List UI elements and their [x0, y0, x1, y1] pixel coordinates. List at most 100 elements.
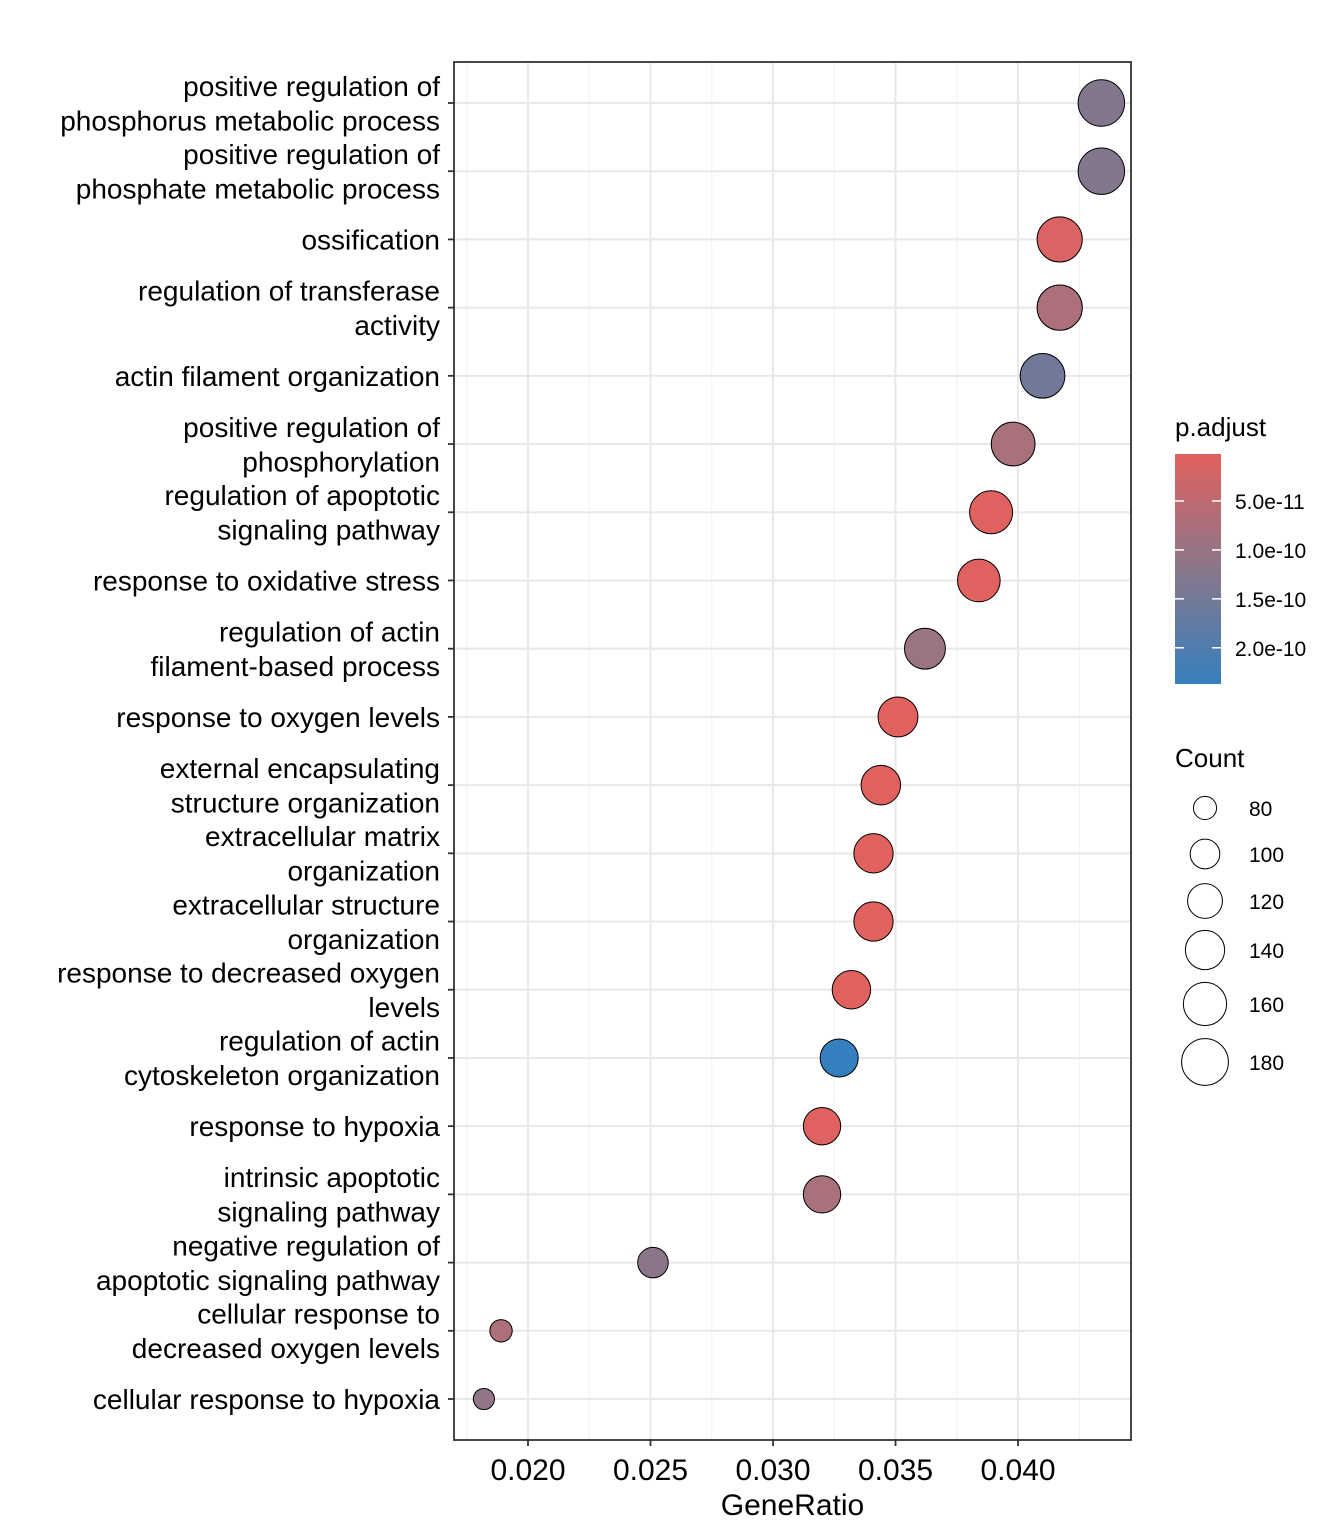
y-tick-label: response to decreased oxygen levels: [57, 957, 440, 1023]
y-tick-label: regulation of actin filament-based proces…: [151, 616, 440, 682]
y-tick-label-line: regulation of actin: [219, 616, 440, 647]
y-tick-label-line: response to oxygen levels: [116, 702, 440, 733]
y-tick-label-line: actin filament organization: [115, 361, 440, 392]
data-points: [472, 79, 1126, 1411]
y-tick-label-line: signaling pathway: [217, 1197, 440, 1228]
data-point: [957, 558, 1001, 603]
size-legend-label: 100: [1249, 844, 1284, 867]
y-tick-label-line: response to oxidative stress: [93, 565, 440, 596]
y-tick-label-line: signaling pathway: [217, 515, 440, 546]
color-legend-title: p.adjust: [1175, 412, 1267, 442]
data-point: [877, 696, 919, 738]
y-tick-label: extracellular structure organization: [172, 889, 440, 955]
y-tick-label-line: positive regulation of: [183, 71, 440, 102]
size-legend-label: 80: [1249, 798, 1272, 821]
y-tick-label-line: apoptotic signaling pathway: [96, 1265, 440, 1296]
colorbar-tick-label: 1.0e-10: [1235, 540, 1306, 563]
y-tick-label: regulation of apoptotic signaling pathway: [164, 480, 440, 546]
y-tick-label-line: filament-based process: [151, 651, 440, 682]
data-point: [903, 627, 946, 670]
x-axis-title: GeneRatio: [721, 1489, 864, 1522]
panel-border: [453, 61, 1132, 1441]
data-point: [1036, 284, 1083, 331]
data-point: [990, 421, 1036, 467]
y-tick-label-line: phosphorus metabolic process: [60, 105, 440, 136]
y-tick-label-line: phosphorylation: [242, 446, 440, 477]
size-legend-label: 140: [1249, 940, 1284, 963]
y-tick-label-line: negative regulation of: [172, 1230, 440, 1261]
y-tick-label-line: cellular response to: [197, 1299, 440, 1330]
y-tick-label-line: external encapsulating: [160, 753, 440, 784]
y-tick-label-line: response to hypoxia: [189, 1111, 440, 1142]
size-legend-key: [1189, 838, 1221, 870]
y-axis: positive regulation of phosphorus metabol…: [57, 71, 454, 1415]
x-tick-label: 0.040: [981, 1454, 1056, 1487]
y-tick-label-line: positive regulation of: [183, 412, 440, 443]
data-point: [637, 1246, 669, 1279]
y-tick-label: regulation of transferase activity: [138, 275, 440, 341]
y-tick-label: negative regulation of apoptotic signalin…: [96, 1230, 440, 1296]
y-tick-label: external encapsulating structure organiza…: [160, 753, 440, 819]
y-tick-label-line: regulation of actin: [219, 1026, 440, 1057]
size-legend-label: 160: [1249, 994, 1284, 1017]
x-axis: 0.020 0.025 0.030 0.035 0.040: [490, 1440, 1056, 1487]
y-tick-label: response to oxygen levels: [116, 702, 440, 733]
data-point: [472, 1387, 495, 1411]
x-tick-label: 0.035: [858, 1454, 933, 1487]
data-point: [802, 1175, 842, 1214]
size-legend: Count 80 100 120 140 160 180: [1175, 743, 1284, 1086]
y-tick-label: cellular response to hypoxia: [93, 1384, 441, 1415]
y-tick-label-line: regulation of transferase: [138, 275, 440, 306]
color-legend: p.adjust 5.0e-11 1.0e-10 1.5e-10 2.0e-10: [1175, 412, 1306, 684]
y-tick-label-line: decreased oxygen levels: [132, 1333, 440, 1364]
data-point: [1036, 216, 1083, 263]
y-tick-label: positive regulation of phosphate metaboli…: [76, 139, 440, 205]
x-tick-label: 0.025: [613, 1454, 688, 1487]
x-tick-label: 0.030: [735, 1454, 810, 1487]
grid-lines: [454, 62, 1131, 1440]
y-tick-label-line: regulation of apoptotic: [164, 480, 440, 511]
y-tick-label: regulation of actin cytoskeleton organiza…: [124, 1026, 440, 1092]
y-tick-label: extracellular matrix organization: [205, 821, 440, 887]
y-tick-label-line: structure organization: [171, 787, 440, 818]
data-point: [853, 833, 894, 874]
size-legend-title: Count: [1175, 743, 1245, 773]
data-point: [489, 1319, 513, 1343]
y-tick-label: cellular response to decreased oxygen lev…: [132, 1299, 440, 1365]
size-legend-key: [1184, 929, 1226, 971]
x-tick-label: 0.020: [490, 1454, 565, 1487]
colorbar-tick-label: 5.0e-11: [1235, 491, 1305, 514]
y-tick-label: actin filament organization: [115, 361, 440, 392]
size-legend-key: [1181, 1038, 1229, 1086]
y-tick-label: ossification: [301, 224, 440, 255]
colorbar-tick-label: 2.0e-10: [1235, 638, 1306, 661]
size-legend-label: 180: [1249, 1052, 1284, 1075]
data-point: [969, 490, 1014, 535]
y-tick-label-line: ossification: [301, 224, 440, 255]
data-point: [1077, 147, 1126, 195]
data-point: [860, 764, 902, 806]
size-legend-key: [1192, 795, 1218, 821]
y-tick-label-line: organization: [287, 856, 440, 887]
y-tick-label: intrinsic apoptotic signaling pathway: [217, 1162, 440, 1228]
data-point: [819, 1038, 859, 1078]
y-tick-label-line: extracellular structure: [172, 889, 440, 920]
data-point: [1019, 353, 1066, 399]
y-tick-label-line: activity: [354, 310, 440, 341]
y-tick-label: positive regulation of phosphorus metabol…: [60, 71, 440, 137]
data-point: [831, 970, 872, 1010]
y-tick-label-line: cytoskeleton organization: [124, 1060, 440, 1091]
colorbar-tick-label: 1.5e-10: [1235, 589, 1306, 612]
data-point: [1077, 79, 1126, 127]
y-tick-label-line: levels: [368, 992, 440, 1023]
size-legend-label: 120: [1249, 891, 1284, 914]
y-tick-label-line: extracellular matrix: [205, 821, 440, 852]
y-tick-label: positive regulation of phosphorylation: [183, 412, 440, 478]
y-tick-label-line: organization: [287, 924, 440, 955]
y-tick-label-line: positive regulation of: [183, 139, 440, 170]
data-point: [802, 1106, 842, 1146]
y-tick-label: response to hypoxia: [189, 1111, 440, 1142]
size-legend-key: [1182, 981, 1228, 1027]
size-legend-key: [1187, 883, 1223, 919]
